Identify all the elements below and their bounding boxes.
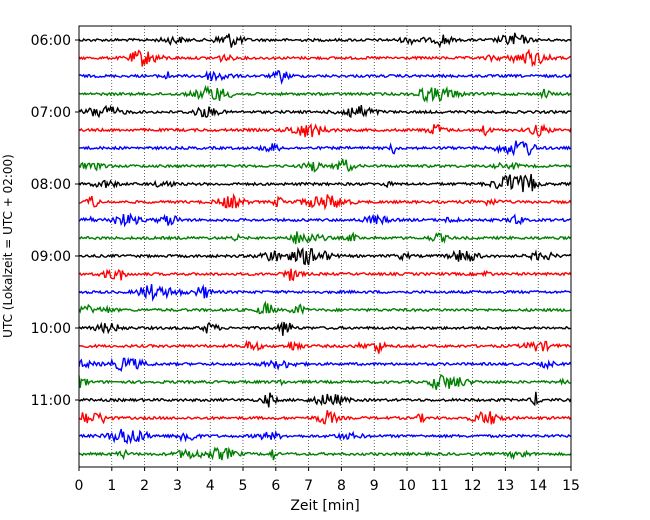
seismogram-trace	[78, 391, 572, 408]
x-tick-label: 3	[173, 478, 182, 494]
seismogram-trace	[78, 283, 572, 302]
plot-frame	[78, 25, 572, 468]
seismogram-trace	[78, 268, 572, 282]
y-tick-label: 11:00	[31, 393, 71, 409]
seismogram-trace	[78, 410, 572, 425]
seismogram-trace	[78, 339, 572, 354]
x-tick-label: 9	[370, 478, 379, 494]
vertical-grid-lines	[111, 26, 539, 467]
x-tick-label: 14	[529, 478, 547, 494]
seismogram-trace	[78, 356, 572, 373]
seismogram-trace	[78, 300, 572, 316]
x-tick-label: 7	[304, 478, 313, 494]
x-tick-label: 5	[239, 478, 248, 494]
seismogram-trace	[78, 140, 572, 157]
x-tick-label: 12	[464, 478, 482, 494]
x-tick-label: 6	[271, 478, 280, 494]
seismogram-trace	[78, 32, 572, 49]
x-tick-label: 1	[107, 478, 116, 494]
y-tick-label: 10:00	[31, 321, 71, 337]
y-tick-label: 07:00	[31, 105, 71, 121]
x-tick-label: 8	[337, 478, 346, 494]
y-tick-label: 08:00	[31, 177, 71, 193]
y-axis-label: UTC (Lokalzeit = UTC + 02:00)	[1, 154, 15, 338]
y-tick-label: 06:00	[31, 33, 71, 49]
seismogram-trace	[78, 374, 572, 391]
y-axis-ticks: 06:00 07:00 08:00 09:00 10:00 11:00	[31, 33, 79, 409]
seismogram-trace	[78, 231, 572, 245]
x-tick-label: 0	[75, 478, 84, 494]
x-tick-label: 2	[140, 478, 149, 494]
x-tick-label: 4	[206, 478, 215, 494]
seismogram-traces	[78, 32, 572, 461]
x-tick-label: 13	[496, 478, 514, 494]
seismogram-trace	[78, 428, 572, 445]
x-axis-ticks: 0 1 2 3 4 5 6 7 8 9 10 11 12 13 14 15	[75, 467, 580, 494]
seismogram-trace	[78, 84, 572, 104]
seismogram-trace	[78, 48, 572, 68]
seismogram-trace	[78, 321, 572, 336]
x-tick-label: 15	[562, 478, 580, 494]
x-axis-label: Zeit [min]	[290, 498, 359, 514]
seismogram-trace	[78, 69, 572, 86]
seismogram-trace	[78, 192, 572, 211]
seismogram-trace	[78, 173, 572, 193]
seismogram-trace	[78, 104, 572, 119]
seismogram-trace	[78, 446, 572, 461]
seismogram-trace	[78, 246, 572, 266]
seismogram-trace	[78, 158, 572, 173]
x-tick-label: 10	[398, 478, 416, 494]
y-tick-label: 09:00	[31, 249, 71, 265]
x-tick-label: 11	[431, 478, 449, 494]
seismogram-trace	[78, 212, 572, 228]
seismogram-trace	[78, 122, 572, 138]
